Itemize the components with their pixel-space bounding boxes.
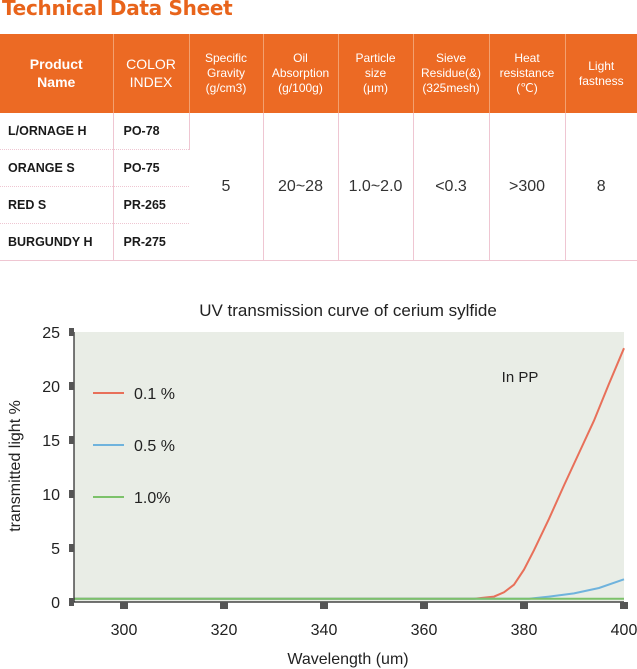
technical-data-table: Product Name COLOR INDEX Specific Gravity (g… bbox=[0, 34, 637, 261]
x-tick-mark bbox=[120, 602, 128, 609]
legend-label: 1.0% bbox=[134, 490, 170, 507]
x-tick-mark bbox=[620, 602, 628, 609]
y-tick-mark bbox=[69, 544, 74, 552]
table-row: L/ORNAGE H PO-78 5 20~28 1.0~2.0 <0.3 >3… bbox=[0, 113, 637, 261]
header-color-index: COLOR INDEX bbox=[113, 34, 190, 113]
legend-label: 0.1 % bbox=[134, 386, 175, 403]
y-tick-mark bbox=[69, 436, 74, 444]
y-tick-mark bbox=[69, 490, 74, 498]
plot-area bbox=[74, 332, 624, 602]
x-tick-mark bbox=[520, 602, 528, 609]
axes bbox=[69, 328, 628, 609]
x-axis-label: Wavelength (um) bbox=[287, 651, 408, 668]
chart-annotation: In PP bbox=[502, 369, 539, 386]
y-tick-label: 0 bbox=[51, 595, 60, 612]
x-tick-label: 400 bbox=[611, 622, 637, 639]
x-tick-label: 300 bbox=[111, 622, 138, 639]
y-tick-mark bbox=[69, 382, 74, 390]
header-specific-gravity: Specific Gravity (g/cm3) bbox=[189, 34, 264, 113]
series-lines bbox=[74, 347, 625, 600]
table-row: RED S PR-265 bbox=[0, 186, 637, 224]
table-header-row: Product Name COLOR INDEX Specific Gravity (g… bbox=[0, 34, 637, 113]
light-fastness-value: 8 bbox=[565, 113, 637, 261]
y-tick-mark bbox=[69, 598, 74, 606]
header-light-fastness: Light fastness bbox=[565, 34, 637, 113]
page-title: Technical Data Sheet bbox=[2, 0, 233, 20]
product-name-cell: RED S bbox=[0, 186, 114, 224]
header-particle-size: Particle size (μm) bbox=[338, 34, 414, 113]
specific-gravity-value: 5 bbox=[189, 113, 264, 261]
legend-label: 0.5 % bbox=[134, 438, 175, 455]
x-tick-mark bbox=[220, 602, 228, 609]
y-tick-label: 10 bbox=[42, 487, 60, 504]
x-tick-mark bbox=[420, 602, 428, 609]
tick-labels: 0 5 10 15 20 25 300 320 340 360 380 400 bbox=[42, 325, 637, 639]
y-tick-label: 15 bbox=[42, 433, 60, 450]
x-tick-label: 340 bbox=[311, 622, 338, 639]
header-oil-absorption: Oil Absorption (g/100g) bbox=[263, 34, 339, 113]
y-tick-label: 20 bbox=[42, 379, 60, 396]
chart-title: UV transmission curve of cerium sylfide bbox=[199, 301, 497, 320]
product-name-cell: ORANGE S bbox=[0, 149, 114, 187]
y-axis-label: transmitted light % bbox=[7, 400, 24, 532]
series-line bbox=[74, 347, 625, 600]
product-name-cell: L/ORNAGE H bbox=[0, 113, 114, 150]
color-index-cell: PR-275 bbox=[113, 223, 189, 261]
table-row: BURGUNDY H PR-275 bbox=[0, 223, 637, 261]
legend: 0.1 % 0.5 % 1.0% bbox=[93, 386, 175, 507]
y-tick-label: 25 bbox=[42, 325, 60, 342]
header-product-name: Product Name bbox=[0, 34, 114, 113]
y-tick-mark bbox=[69, 328, 74, 336]
heat-resistance-value: >300 bbox=[489, 113, 566, 261]
x-tick-mark bbox=[320, 602, 328, 609]
x-tick-label: 360 bbox=[411, 622, 438, 639]
oil-absorption-value: 20~28 bbox=[263, 113, 339, 261]
x-tick-label: 380 bbox=[511, 622, 538, 639]
color-index-cell: PO-78 bbox=[113, 113, 190, 150]
header-heat-resistance: Heat resistance (℃) bbox=[489, 34, 566, 113]
y-tick-label: 5 bbox=[51, 541, 60, 558]
header-sieve-residue: Sieve Residue(&) (325mesh) bbox=[413, 34, 490, 113]
particle-size-value: 1.0~2.0 bbox=[338, 113, 414, 261]
color-index-cell: PO-75 bbox=[113, 149, 189, 187]
product-name-cell: BURGUNDY H bbox=[0, 223, 114, 261]
x-tick-label: 320 bbox=[211, 622, 238, 639]
table-row: ORANGE S PO-75 bbox=[0, 149, 637, 187]
color-index-cell: PR-265 bbox=[113, 186, 189, 224]
sieve-residue-value: <0.3 bbox=[413, 113, 490, 261]
